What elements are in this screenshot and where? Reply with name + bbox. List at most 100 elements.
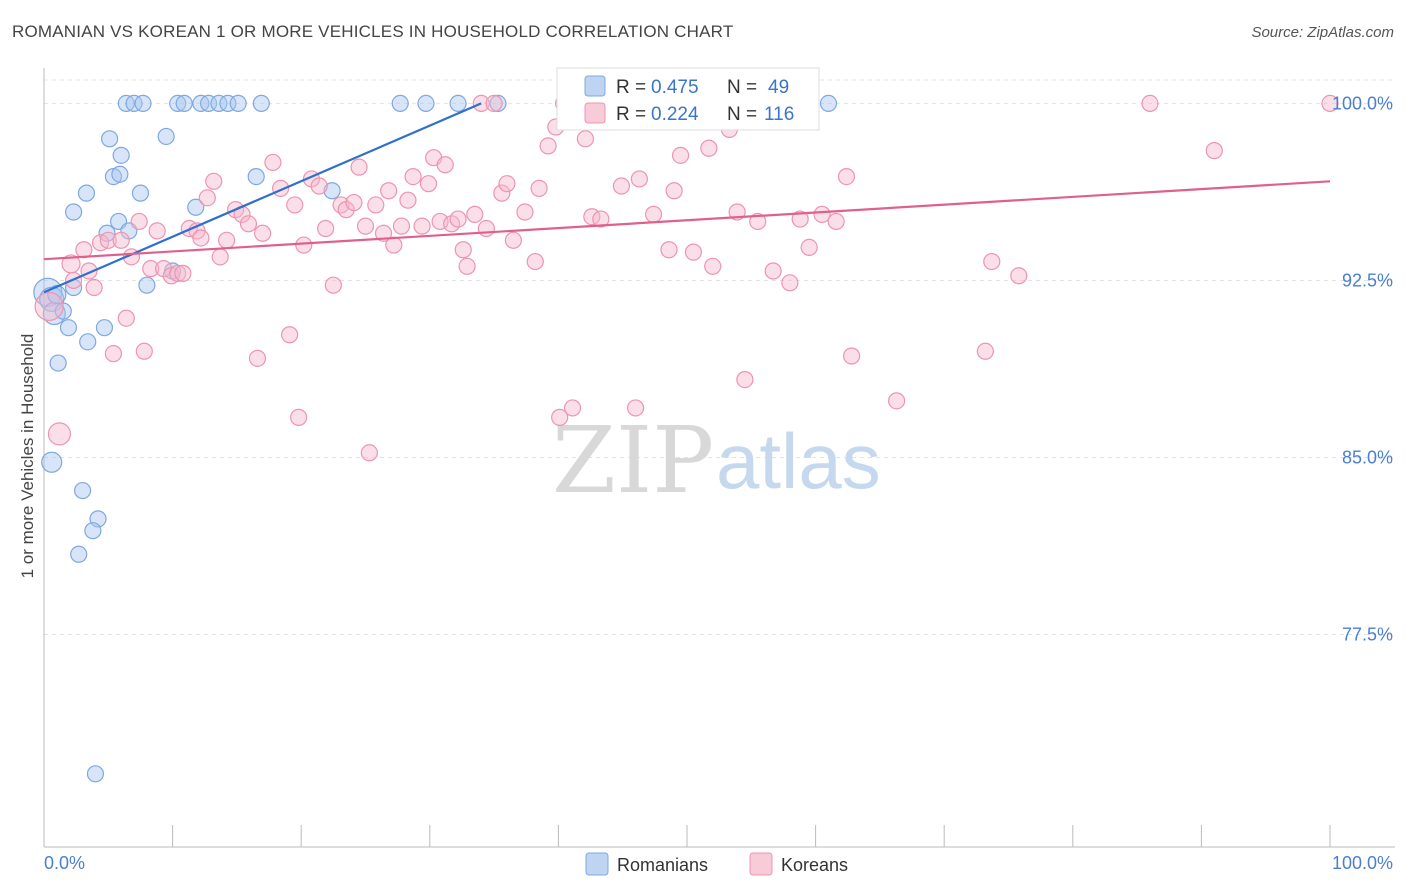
korean-point xyxy=(112,231,130,249)
korean-point xyxy=(142,260,160,278)
legend-koreans-swatch xyxy=(749,852,773,876)
korean-point xyxy=(1010,267,1028,285)
korean-point xyxy=(205,172,223,190)
romanian-point xyxy=(95,319,114,337)
korean-point xyxy=(504,231,522,249)
romanians-swatch xyxy=(584,75,606,97)
korean-point xyxy=(281,326,299,344)
romanian-point xyxy=(134,94,152,113)
korean-point xyxy=(436,156,454,174)
korean-point xyxy=(380,182,398,200)
korean-point xyxy=(356,217,375,235)
romanian-point xyxy=(73,481,92,500)
romanian-point xyxy=(42,301,66,326)
korean-point xyxy=(498,175,516,193)
korean-point xyxy=(290,408,308,426)
korean-point xyxy=(684,243,703,261)
y-tick-label: 77.5% xyxy=(1342,625,1393,645)
korean-point xyxy=(612,177,631,195)
korean-point xyxy=(413,217,431,235)
korean-point xyxy=(700,139,718,157)
romanian-point xyxy=(210,94,228,113)
korean-point xyxy=(551,408,569,426)
watermark: ZIP atlas xyxy=(552,407,881,514)
korean-point xyxy=(211,248,229,266)
chart-title: ROMANIAN VS KOREAN 1 OR MORE VEHICLES IN… xyxy=(12,22,734,41)
korean-point xyxy=(563,399,582,417)
koreans-n-label: N = xyxy=(727,104,757,125)
romanian-point xyxy=(138,276,156,294)
korean-point xyxy=(493,184,511,202)
y-tick-label: 100.0% xyxy=(1332,93,1393,113)
y-tick-label: 85.0% xyxy=(1342,448,1393,468)
romanian-point xyxy=(100,130,119,148)
legend-romanians-swatch xyxy=(585,852,609,876)
korean-point xyxy=(399,191,417,209)
x-tick-label-min: 0.0% xyxy=(44,853,85,873)
romanian-point xyxy=(77,184,96,202)
romanian-point xyxy=(229,94,247,113)
romanians-n-label: N = xyxy=(727,77,757,98)
korean-point xyxy=(516,203,534,221)
korean-point xyxy=(644,205,663,223)
korean-point xyxy=(449,210,467,228)
romanian-point xyxy=(125,94,143,113)
romanian-point xyxy=(489,94,507,113)
korean-point xyxy=(626,399,645,417)
trend-lines xyxy=(43,102,1331,294)
source-label: Source: ZipAtlas.com xyxy=(1251,24,1394,41)
korean-point xyxy=(791,210,809,228)
korean-point xyxy=(218,231,236,249)
korean-point xyxy=(345,193,363,212)
korean-point xyxy=(130,212,148,231)
korean-point xyxy=(983,252,1001,271)
romanians-r-value: 0.475 xyxy=(651,77,699,98)
korean-point xyxy=(367,196,385,214)
romanian-point xyxy=(41,451,63,473)
korean-point xyxy=(192,229,210,247)
legend-romanians-label: Romanians xyxy=(617,855,708,875)
romanian-point xyxy=(64,203,83,221)
romanian-point xyxy=(111,165,129,183)
korean-point xyxy=(630,170,649,188)
korean-point xyxy=(198,189,216,207)
korean-point xyxy=(736,371,754,389)
korean-point xyxy=(576,130,595,148)
korean-point xyxy=(592,210,610,228)
romanian-point xyxy=(70,545,88,563)
korean-point xyxy=(888,392,906,410)
korean-point xyxy=(749,212,767,231)
romanian-point xyxy=(49,354,67,372)
korean-point xyxy=(286,196,304,214)
romanian-point xyxy=(131,184,150,202)
korean-point xyxy=(827,212,845,231)
korean-point xyxy=(104,345,123,363)
legend-koreans-label: Koreans xyxy=(781,855,848,875)
romanian-point xyxy=(417,94,435,113)
romanian-point xyxy=(157,127,175,146)
romanian-point xyxy=(247,167,265,186)
korean-point xyxy=(477,219,495,238)
korean-point xyxy=(99,231,117,249)
y-tick-label: 92.5% xyxy=(1342,270,1393,290)
korean-point xyxy=(800,238,818,257)
korean-point xyxy=(466,205,484,223)
romanian-point xyxy=(84,522,102,540)
romanian-point xyxy=(819,94,838,113)
korean-point xyxy=(1141,94,1159,113)
korean-point xyxy=(264,153,282,172)
korean-point xyxy=(350,158,368,176)
korean-point xyxy=(660,241,678,259)
korean-point xyxy=(458,257,476,275)
koreans-n-value: 116 xyxy=(764,104,794,125)
korean-point xyxy=(117,309,135,327)
korean-point xyxy=(360,444,378,462)
korean-point xyxy=(135,342,153,360)
korean-point xyxy=(671,146,690,164)
korean-point xyxy=(34,291,64,322)
korean-point xyxy=(317,219,335,238)
romanian-point xyxy=(449,94,467,113)
romanian-point xyxy=(112,146,130,164)
korean-point xyxy=(239,215,258,233)
